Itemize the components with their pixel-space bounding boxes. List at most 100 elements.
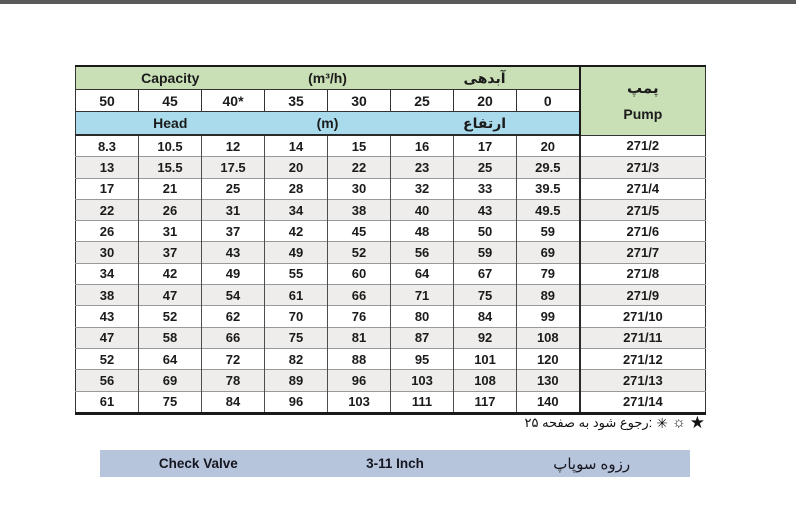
head-value-cell: 47: [138, 284, 202, 306]
head-value-cell: 49: [200, 262, 265, 285]
head-value-cell: 111: [390, 390, 454, 414]
pump-label-en: Pump: [623, 106, 663, 123]
capacity-label: Capacity: [75, 66, 265, 90]
head-value-cell: 101: [453, 347, 517, 370]
head-value-cell: 17: [75, 177, 139, 200]
head-value-cell: 64: [390, 262, 454, 285]
pump-model-cell: 271/2: [578, 134, 706, 157]
head-value-cell: 43: [200, 241, 265, 264]
head-value-cell: 39.5: [516, 177, 580, 200]
head-value-cell: 37: [138, 241, 202, 264]
flow-column-value: 30: [327, 89, 391, 112]
pump-model-cell: 271/14: [578, 390, 706, 414]
head-value-cell: 61: [264, 284, 328, 306]
head-value-cell: 70: [264, 305, 328, 328]
head-unit: (m): [264, 111, 391, 136]
table-row: 47 58 66 75 81 87 92 108 271/11: [75, 326, 706, 349]
table-row: 17 21 25 28 30 32 33 39.5 271/4: [75, 177, 706, 200]
head-value-cell: 34: [264, 198, 328, 221]
head-value-cell: 42: [138, 262, 202, 285]
head-value-cell: 52: [327, 241, 391, 264]
head-value-cell: 120: [516, 347, 580, 370]
head-value-cell: 84: [453, 305, 517, 328]
head-value-cell: 12: [200, 134, 265, 157]
flow-column-value: 0: [516, 89, 580, 112]
head-value-cell: 25: [200, 177, 265, 200]
asterisk-icon: ✳: [656, 414, 668, 431]
head-value-cell: 80: [390, 305, 454, 328]
footnote: ★ ☼ ✳ :رجوع شود به صفحه ۲۵: [524, 414, 705, 431]
pump-label-fa: پمپ: [627, 80, 659, 98]
head-value-cell: 45: [327, 220, 391, 242]
head-value-cell: 13: [75, 156, 139, 179]
head-header-row: Head (m) ارتفاع: [75, 111, 706, 136]
head-value-cell: 42: [264, 220, 328, 242]
head-value-cell: 71: [390, 284, 454, 306]
head-value-cell: 22: [327, 156, 391, 179]
check-valve-bar: Check Valve 3-11 Inch رزوه سوپاپ: [100, 450, 690, 477]
head-value-cell: 87: [390, 326, 454, 349]
head-value-cell: 108: [453, 369, 517, 392]
head-value-cell: 72: [200, 347, 265, 370]
head-value-cell: 55: [264, 262, 328, 285]
head-value-cell: 99: [516, 305, 580, 328]
head-value-cell: 75: [453, 284, 517, 306]
table-row: 34 42 49 55 60 64 67 79 271/8: [75, 262, 706, 285]
head-value-cell: 92: [453, 326, 517, 349]
head-value-cell: 81: [327, 326, 391, 349]
head-value-cell: 61: [75, 390, 139, 414]
flow-values-row: 50 45 40* 35 30 25 20 0: [75, 89, 706, 112]
head-value-cell: 8.3: [75, 134, 139, 157]
head-value-cell: 108: [516, 326, 580, 349]
sun-icon: ☼: [672, 414, 686, 431]
flow-column-value: 20: [453, 89, 517, 112]
pump-model-cell: 271/7: [578, 241, 706, 264]
head-value-cell: 52: [75, 347, 139, 370]
table-row: 22 26 31 34 38 40 43 49.5 271/5: [75, 198, 706, 221]
head-value-cell: 25: [453, 156, 517, 179]
head-value-cell: 20: [264, 156, 328, 179]
top-divider: [0, 0, 796, 4]
flow-column-value: 40*: [200, 89, 265, 112]
head-value-cell: 49: [264, 241, 328, 264]
star-icon: ★: [689, 413, 705, 432]
head-value-cell: 89: [264, 369, 328, 392]
table-row: 61 75 84 96 103 111 117 140 271/14: [75, 390, 706, 414]
size-range-label: 3-11 Inch: [366, 456, 424, 471]
head-value-cell: 23: [390, 156, 454, 179]
pump-column-header: پمپ Pump: [578, 66, 706, 136]
table-row: 56 69 78 89 96 103 108 130 271/13: [75, 369, 706, 392]
head-value-cell: 26: [75, 220, 139, 242]
head-value-cell: 15: [327, 134, 391, 157]
pump-capacity-table: Capacity (m³/h) آبدهی پمپ Pump 50 45 40* 35…: [75, 65, 707, 415]
head-value-cell: 30: [75, 241, 139, 264]
head-value-cell: 117: [453, 390, 517, 414]
head-value-cell: 66: [200, 326, 265, 349]
head-value-cell: 103: [390, 369, 454, 392]
head-value-cell: 89: [516, 284, 580, 306]
head-value-cell: 33: [453, 177, 517, 200]
head-value-cell: 14: [264, 134, 328, 157]
pump-model-cell: 271/11: [578, 326, 706, 349]
pump-model-cell: 271/10: [578, 305, 706, 328]
head-value-cell: 96: [327, 369, 391, 392]
head-value-cell: 67: [453, 262, 517, 285]
head-label: Head: [75, 111, 265, 136]
head-value-cell: 20: [516, 134, 580, 157]
table-row: 13 15.5 17.5 20 22 23 25 29.5 271/3: [75, 156, 706, 179]
head-value-cell: 47: [75, 326, 139, 349]
head-value-cell: 15.5: [138, 156, 202, 179]
head-value-cell: 37: [200, 220, 265, 242]
head-value-cell: 78: [200, 369, 265, 392]
head-value-cell: 140: [516, 390, 580, 414]
head-value-cell: 79: [516, 262, 580, 285]
pump-model-cell: 271/9: [578, 284, 706, 306]
head-value-cell: 62: [200, 305, 265, 328]
head-value-cell: 64: [138, 347, 202, 370]
head-value-cell: 84: [200, 390, 265, 414]
pump-model-cell: 271/8: [578, 262, 706, 285]
head-value-cell: 43: [453, 198, 517, 221]
head-value-cell: 54: [200, 284, 265, 306]
head-value-cell: 96: [264, 390, 328, 414]
head-value-cell: 76: [327, 305, 391, 328]
